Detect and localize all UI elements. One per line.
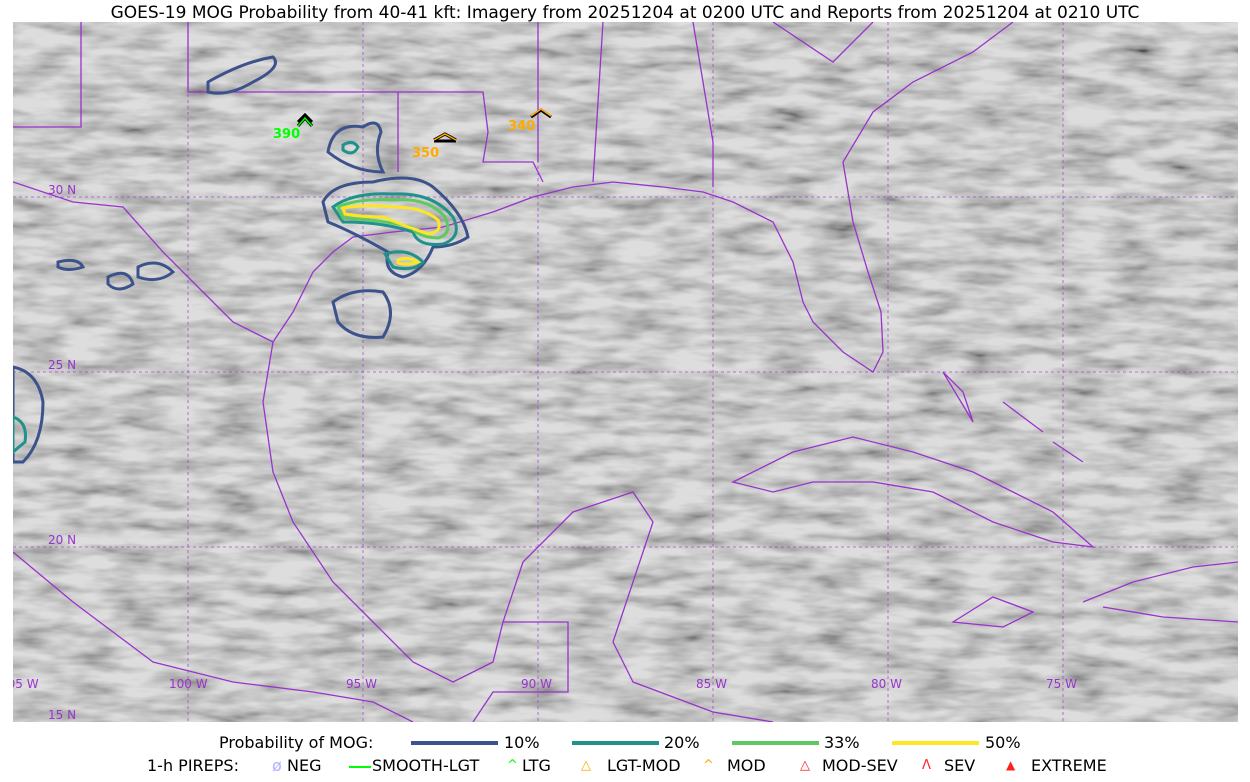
smooth-lgt-line-icon <box>349 766 371 768</box>
contour-50pct <box>396 256 422 266</box>
lon-label: 90 W <box>521 677 552 691</box>
legend-label: 50% <box>985 733 1021 752</box>
contour-20pct <box>330 192 458 246</box>
legend-label: SEV <box>944 756 976 775</box>
contour-10pct <box>206 55 277 95</box>
contour-10pct <box>13 365 45 464</box>
legend-label: MOD <box>727 756 766 775</box>
contour-50pct <box>341 204 441 236</box>
contour-10pct <box>326 121 386 174</box>
swatch-50pct <box>892 741 979 745</box>
pirep-mod-340: 340 <box>508 108 552 134</box>
pirep-altitude: 350 <box>412 146 439 161</box>
legend-label: 20% <box>664 733 700 752</box>
contour-20pct <box>13 415 27 454</box>
contour-20pct <box>341 140 360 155</box>
pirep-altitude: 340 <box>508 119 535 134</box>
probability-legend-title: Probability of MOG: <box>219 733 374 752</box>
lon-label: 85 W <box>696 677 727 691</box>
swatch-20pct <box>572 741 659 745</box>
lat-label: 15 N <box>48 708 76 722</box>
legend-label: EXTREME <box>1031 756 1107 775</box>
neg-icon: ø <box>272 756 282 775</box>
swatch-10pct <box>411 741 498 745</box>
swatch-33pct <box>732 741 819 745</box>
contour-10pct <box>56 258 176 291</box>
lon-label: 105 W <box>13 677 39 691</box>
lon-label: 95 W <box>346 677 377 691</box>
coastlines-borders <box>13 22 1238 722</box>
legend-label: LTG <box>522 756 551 775</box>
pirep-lgt-mod-350: 350 <box>412 132 457 161</box>
mod-caret-icon <box>530 108 552 119</box>
legend-label: SMOOTH-LGT <box>372 756 480 775</box>
extreme-triangle-icon: ▲ <box>1006 758 1016 772</box>
contour-20pct <box>382 250 426 271</box>
pirep-legend-title: 1-h PIREPS: <box>147 756 239 775</box>
contour-10pct <box>331 289 392 339</box>
lat-label: 25 N <box>48 358 76 372</box>
lat-label: 20 N <box>48 533 76 547</box>
mod-sev-icon: △ <box>800 758 810 773</box>
legend-label: LGT-MOD <box>607 756 681 775</box>
mod-caret-icon: ^ <box>703 758 714 773</box>
legend-label: NEG <box>287 756 322 775</box>
pirep-altitude: 390 <box>273 127 300 142</box>
legend-label: MOD-SEV <box>822 756 898 775</box>
mog-contours <box>13 55 470 464</box>
ltg-caret-icon: ^ <box>507 758 518 773</box>
legend-label: 10% <box>504 733 540 752</box>
lgt-mod-caret-icon: △ <box>581 758 591 773</box>
pirep-ltg-390: 390 <box>273 112 314 142</box>
graticule <box>13 22 1238 722</box>
figure-title: GOES-19 MOG Probability from 40-41 kft: … <box>110 3 1140 23</box>
lon-label: 75 W <box>1046 677 1077 691</box>
satellite-map: 390 350 340 30 N 25 N 20 N 15 N 105 W 10… <box>13 22 1238 722</box>
contour-33pct <box>336 198 450 240</box>
lon-label: 100 W <box>169 677 208 691</box>
legend-label: 33% <box>824 733 860 752</box>
lon-label: 80 W <box>871 677 902 691</box>
lat-label: 30 N <box>48 183 76 197</box>
sev-icon: Λ <box>922 758 931 773</box>
